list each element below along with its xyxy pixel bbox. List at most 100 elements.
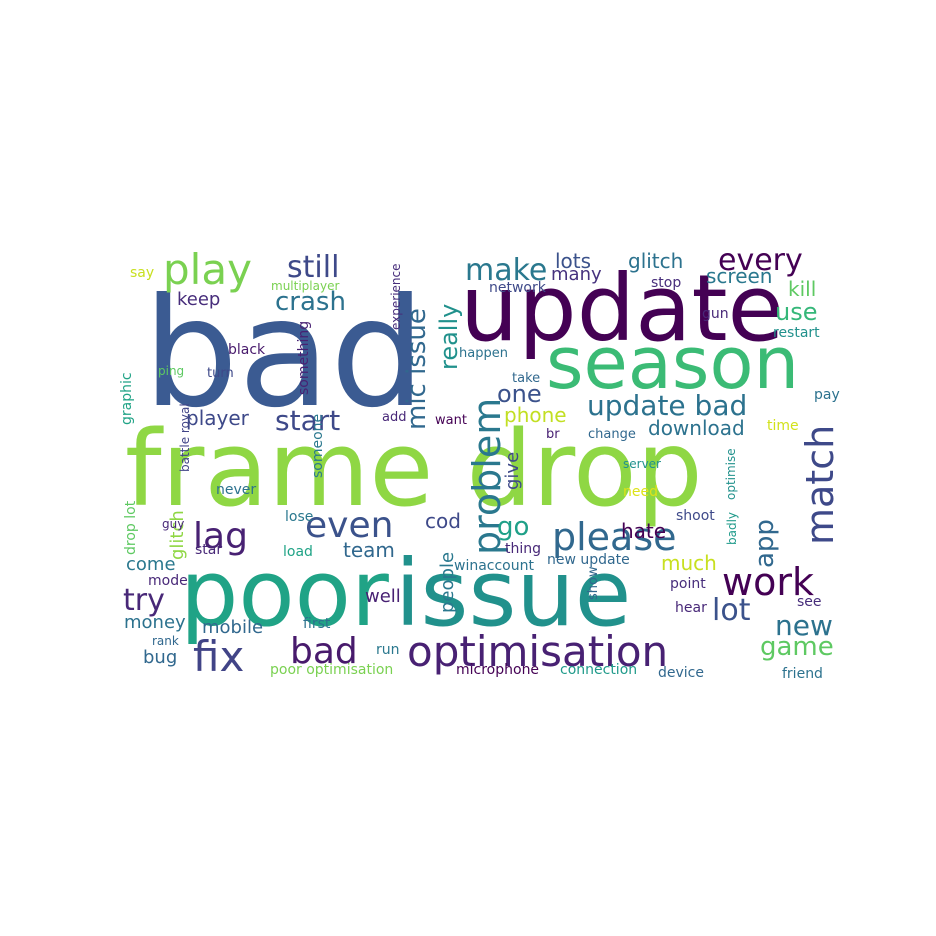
cloud-word-frame-drop: frame drop	[125, 408, 703, 530]
cloud-word-microphone: microphone	[456, 662, 539, 678]
cloud-word-new: new	[775, 609, 833, 642]
cloud-word-black: black	[228, 342, 266, 358]
cloud-word-hate: hate	[621, 519, 666, 543]
cloud-word-mobile: mobile	[202, 617, 263, 638]
cloud-word-people: people	[437, 552, 458, 613]
cloud-word-game: game	[760, 632, 834, 662]
cloud-word-poor: poor	[180, 540, 389, 647]
cloud-word-even: even	[305, 505, 393, 546]
cloud-word-problem: problem	[465, 398, 509, 555]
cloud-word-app: app	[750, 519, 780, 568]
cloud-word-want: want	[435, 413, 467, 428]
cloud-word-please: please	[552, 515, 677, 559]
cloud-word-still: still	[287, 250, 339, 285]
cloud-word-take: take	[512, 371, 540, 386]
cloud-word-gun: gun	[702, 306, 729, 322]
cloud-word-multiplayer: multiplayer	[271, 279, 339, 293]
cloud-word-really: really	[435, 304, 463, 370]
cloud-word-bad: bad	[290, 631, 358, 672]
cloud-word-something: something	[296, 321, 312, 395]
cloud-word-change: change	[588, 427, 636, 442]
cloud-word-go: go	[497, 512, 529, 542]
cloud-word-battle-royal: battle royal	[178, 403, 192, 472]
cloud-word-bad: bad	[143, 267, 425, 441]
cloud-word-issue: issue	[395, 540, 631, 647]
cloud-word-stop: stop	[651, 275, 681, 291]
cloud-word-glitch: glitch	[167, 510, 188, 560]
cloud-word-kill: kill	[788, 277, 816, 301]
cloud-word-much: much	[661, 551, 717, 575]
cloud-word-play: play	[163, 245, 252, 294]
cloud-word-see: see	[797, 594, 822, 610]
cloud-word-many: many	[551, 264, 602, 285]
cloud-word-mode: mode	[148, 573, 188, 589]
cloud-word-graphic: graphic	[119, 372, 135, 425]
cloud-word-season: season	[546, 321, 799, 405]
cloud-word-drop-lot: drop lot	[123, 500, 139, 555]
cloud-word-update: update	[460, 255, 784, 362]
cloud-word-one: one	[497, 380, 542, 408]
cloud-word-hear: hear	[675, 600, 707, 616]
cloud-word-say: say	[130, 265, 154, 281]
cloud-word-experience: experience	[389, 263, 403, 330]
cloud-word-well: well	[365, 586, 401, 607]
cloud-word-poor-optimisation: poor optimisation	[270, 662, 393, 678]
cloud-word-device: device	[658, 665, 704, 681]
cloud-word-guy: guy	[162, 517, 184, 531]
cloud-word-thing: thing	[505, 541, 541, 557]
cloud-word-money: money	[124, 612, 186, 633]
cloud-word-bug: bug	[143, 647, 177, 668]
cloud-word-optimisation: optimisation	[407, 627, 668, 676]
cloud-word-player: player	[186, 406, 250, 430]
cloud-word-every: every	[718, 243, 803, 278]
cloud-word-never: never	[216, 482, 256, 498]
cloud-word-restart: restart	[773, 325, 820, 341]
cloud-word-glitch: glitch	[628, 249, 683, 273]
cloud-word-give: give	[502, 452, 523, 490]
cloud-word-optimise: optimise	[724, 448, 738, 500]
cloud-word-connection: connection	[560, 662, 637, 678]
cloud-word-someone: someone	[310, 414, 326, 478]
cloud-word-phone: phone	[504, 403, 567, 427]
cloud-word-badly: badly	[725, 512, 739, 545]
cloud-word-star: star	[195, 542, 222, 558]
cloud-word-lose: lose	[285, 509, 313, 525]
cloud-word-update-bad: update bad	[587, 389, 747, 422]
cloud-word-first: first	[303, 616, 331, 632]
cloud-word-mic-issue: mic issue	[402, 308, 432, 430]
cloud-word-point: point	[670, 576, 706, 592]
cloud-word-download: download	[648, 416, 745, 440]
cloud-word-rank: rank	[152, 634, 179, 648]
cloud-word-keep: keep	[177, 289, 220, 310]
cloud-word-new-update: new update	[547, 552, 630, 568]
cloud-word-show: show	[586, 566, 601, 600]
cloud-word-come: come	[126, 554, 176, 575]
cloud-word-make: make	[465, 253, 547, 288]
cloud-word-server: server	[623, 457, 661, 471]
cloud-word-team: team	[343, 538, 395, 562]
cloud-word-run: run	[376, 642, 400, 658]
cloud-word-friend: friend	[782, 666, 823, 682]
cloud-word-ping: ping	[158, 364, 184, 378]
cloud-word-crash: crash	[275, 287, 346, 317]
cloud-word-match: match	[798, 425, 842, 545]
cloud-word-winaccount: winaccount	[454, 558, 534, 574]
cloud-word-try: try	[123, 583, 165, 618]
cloud-word-fix: fix	[193, 632, 244, 681]
cloud-word-happen: happen	[459, 346, 508, 361]
cloud-word-lots: lots	[555, 249, 591, 273]
cloud-word-lag: lag	[193, 516, 248, 557]
cloud-word-cod: cod	[425, 509, 461, 533]
cloud-word-time: time	[767, 418, 799, 434]
cloud-word-start: start	[275, 404, 340, 437]
cloud-word-screen: screen	[706, 264, 772, 288]
cloud-word-turn: turn	[207, 366, 234, 381]
cloud-word-use: use	[775, 298, 817, 326]
cloud-word-add: add	[382, 410, 406, 425]
cloud-word-network: network	[489, 280, 547, 296]
cloud-word-need: need	[623, 484, 658, 500]
cloud-word-load: load	[283, 544, 313, 560]
cloud-word-lot: lot	[712, 593, 751, 628]
cloud-word-shoot: shoot	[676, 508, 715, 524]
